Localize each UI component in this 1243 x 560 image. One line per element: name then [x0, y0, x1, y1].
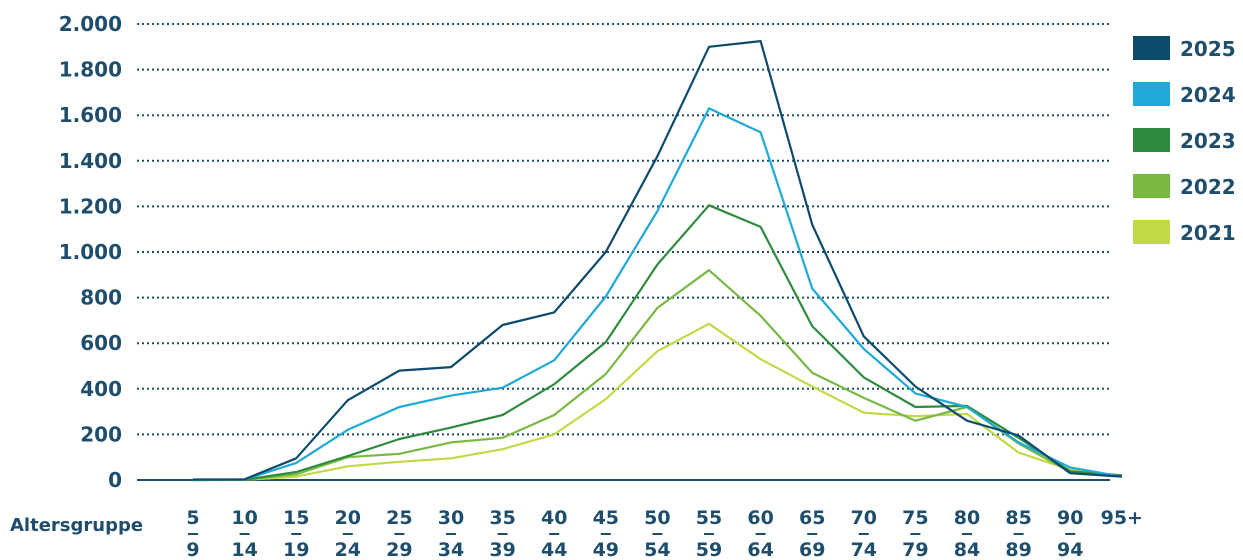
x-tick-label-end: 54: [644, 539, 670, 560]
x-tick-label-start: 15: [283, 507, 309, 529]
legend-item-2021: 2021: [1133, 220, 1236, 245]
x-tick-label-start: 10: [231, 507, 257, 529]
legend-label: 2022: [1180, 175, 1236, 199]
series-line-2022: [192, 269, 1122, 482]
y-tick-label: 2.000: [59, 12, 122, 36]
x-tick-label-start: 50: [644, 507, 670, 529]
x-tick-label-start: 35: [489, 507, 515, 529]
x-tick-label-end: 64: [747, 539, 773, 560]
y-tick-label: 800: [80, 286, 122, 310]
y-tick-label: 400: [80, 377, 122, 401]
x-tick-label-end: 24: [335, 539, 361, 560]
x-axis-tick-labels: 5910141519202425293034353940444549505455…: [186, 507, 1143, 560]
x-tick-label-end: 94: [1057, 539, 1083, 560]
x-tick-label-end: 49: [593, 539, 619, 560]
legend: 2025 2024 2023 2022 2021: [1133, 36, 1236, 245]
y-tick-label: 1.200: [59, 194, 122, 218]
x-tick-label-end: 39: [489, 539, 515, 560]
legend-swatch: [1133, 82, 1170, 106]
legend-item-2024: 2024: [1133, 82, 1236, 107]
x-tick-label-start: 60: [747, 507, 773, 529]
y-tick-label: 1.000: [59, 240, 122, 264]
y-tick-label: 200: [80, 422, 122, 446]
legend-item-2025: 2025: [1133, 36, 1236, 61]
legend-swatch: [1133, 128, 1170, 152]
x-tick-label-start: 75: [902, 507, 928, 529]
legend-label: 2023: [1180, 129, 1236, 153]
x-tick-label: 2024: [335, 507, 361, 560]
x-tick-label-start: 80: [954, 507, 980, 529]
x-tick-label-end: 29: [386, 539, 412, 560]
legend-label: 2025: [1180, 37, 1236, 61]
gridlines: [137, 23, 1110, 481]
x-tick-label-start: 95+: [1101, 507, 1143, 529]
x-tick-label-end: 14: [231, 539, 257, 560]
x-tick-label-end: 84: [954, 539, 980, 560]
series-lines: [192, 39, 1122, 482]
x-tick-label-start: 85: [1005, 507, 1031, 529]
legend-item-2023: 2023: [1133, 128, 1236, 153]
legend-label: 2024: [1180, 83, 1236, 107]
legend-swatch: [1133, 220, 1170, 244]
x-tick-label-end: 89: [1005, 539, 1031, 560]
x-tick-label-start: 55: [696, 507, 722, 529]
x-tick-label-end: 19: [283, 539, 309, 560]
x-tick-label-start: 25: [386, 507, 412, 529]
x-tick-label-start: 40: [541, 507, 567, 529]
x-tick-label-end: 69: [799, 539, 825, 560]
x-tick-label-start: 45: [593, 507, 619, 529]
y-tick-label: 600: [80, 331, 122, 355]
x-tick-label-end: 9: [186, 539, 199, 560]
x-tick-label-start: 20: [335, 507, 361, 529]
y-tick-label: 1.800: [59, 58, 122, 82]
legend-label: 2021: [1180, 221, 1236, 245]
x-tick-label-start: 5: [186, 507, 199, 529]
x-tick-label-start: 30: [438, 507, 464, 529]
series-line-2025: [192, 39, 1122, 481]
y-tick-label: 0: [108, 468, 122, 492]
x-tick-label: 95+: [1101, 507, 1143, 529]
x-tick-label-end: 34: [438, 539, 464, 560]
x-tick-label: 59: [186, 507, 199, 560]
legend-swatch: [1133, 36, 1170, 60]
x-tick-label-start: 70: [851, 507, 877, 529]
x-tick-label-end: 79: [902, 539, 928, 560]
y-axis-tick-labels: 0 200 400 600 800 1.000 1.200 1.400 1.600 1.800 2.…: [59, 12, 122, 492]
series-line-2024: [192, 107, 1122, 481]
y-tick-label: 1.600: [59, 103, 122, 127]
x-tick-label-end: 59: [696, 539, 722, 560]
x-tick-label-end: 74: [851, 539, 877, 560]
x-tick-label-start: 65: [799, 507, 825, 529]
legend-swatch: [1133, 174, 1170, 198]
x-axis-label: Altersgruppe: [10, 515, 143, 536]
y-tick-label: 1.400: [59, 149, 122, 173]
legend-item-2022: 2022: [1133, 174, 1236, 199]
series-line-2021: [192, 322, 1122, 482]
x-tick-label-start: 90: [1057, 507, 1083, 529]
x-tick-label-end: 44: [541, 539, 567, 560]
